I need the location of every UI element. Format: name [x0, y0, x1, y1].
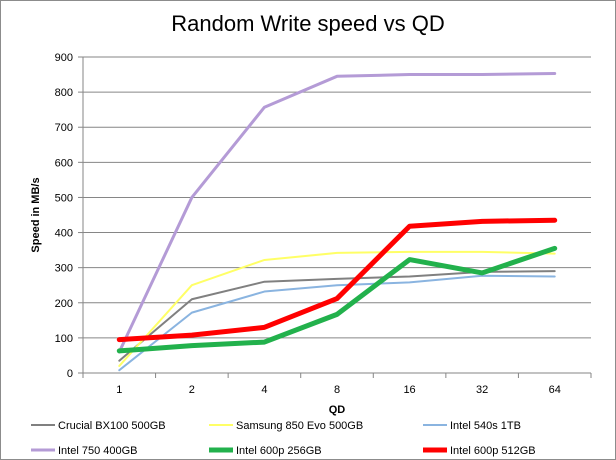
x-tick-labels: 1 2 4 8 16 32 64 [116, 384, 561, 396]
y-tick-label: 100 [55, 333, 73, 345]
chart-title: Random Write speed vs QD [171, 11, 445, 36]
y-tick-label: 200 [55, 298, 73, 310]
series-line-3 [117, 72, 557, 354]
x-tick-label: 2 [189, 384, 195, 396]
y-tick-label: 900 [55, 52, 73, 64]
x-tick-label: 4 [261, 384, 267, 396]
y-tick-label: 400 [55, 228, 73, 240]
legend: Crucial BX100 500GB Samsung 850 Evo 500GB… [31, 420, 536, 457]
series-line-1 [118, 250, 556, 367]
y-tick-label: 800 [55, 87, 73, 99]
y-tick-labels: 0 100 200 300 400 500 600 700 800 900 [55, 52, 73, 380]
x-tick-label: 64 [549, 384, 561, 396]
x-tick-label: 16 [403, 384, 415, 396]
series-line-2 [118, 274, 556, 372]
y-tick-label: 300 [55, 263, 73, 275]
y-tick-label: 700 [55, 122, 73, 134]
x-tick-label: 8 [334, 384, 340, 396]
legend-label: Intel 540s 1TB [450, 420, 521, 432]
legend-label: Intel 750 400GB [58, 445, 138, 457]
legend-label: Intel 600p 512GB [450, 445, 536, 457]
legend-label: Samsung 850 Evo 500GB [236, 420, 363, 432]
series-line-5 [116, 217, 558, 343]
y-axis-title: Speed in MB/s [30, 177, 42, 252]
y-tick-label: 500 [55, 192, 73, 204]
x-axis-title: QD [329, 404, 346, 416]
legend-label: Intel 600p 256GB [236, 445, 322, 457]
x-tick-label: 1 [116, 384, 122, 396]
axes [82, 57, 592, 378]
legend-label: Crucial BX100 500GB [58, 420, 166, 432]
x-tick-label: 32 [476, 384, 488, 396]
series-line-4 [116, 245, 558, 354]
y-tick-label: 0 [67, 368, 73, 380]
series-lines [116, 72, 558, 372]
gridlines [78, 56, 591, 374]
y-tick-label: 600 [55, 157, 73, 169]
